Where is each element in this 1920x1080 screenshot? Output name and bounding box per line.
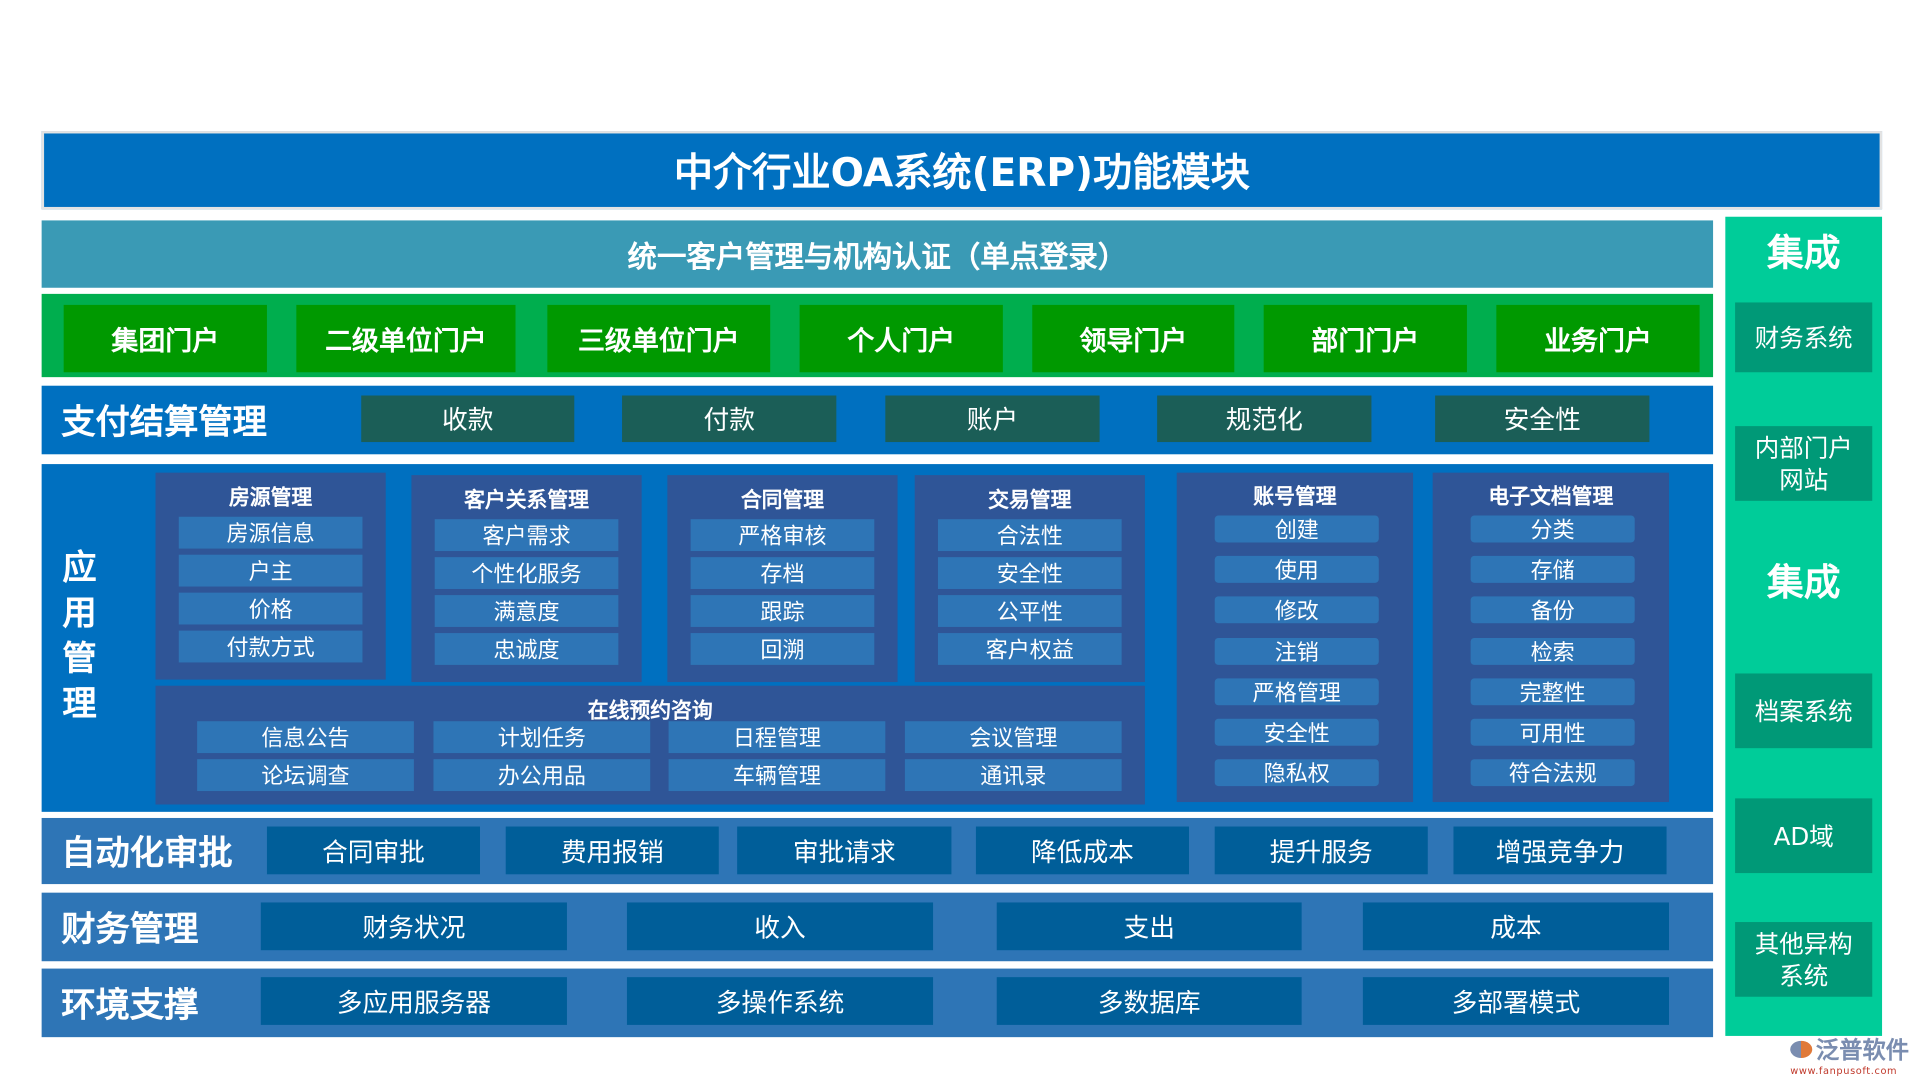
module-item[interactable]: 房源信息 xyxy=(178,516,363,549)
portal-button[interactable]: 二级单位门户 xyxy=(296,304,516,373)
portal-button[interactable]: 集团门户 xyxy=(63,304,267,373)
payment-item[interactable]: 安全性 xyxy=(1435,395,1650,443)
integration-system[interactable]: 档案系统 xyxy=(1735,673,1873,749)
logo-name: 泛普软件 xyxy=(1815,1037,1910,1065)
module-item[interactable]: 公平性 xyxy=(937,595,1122,627)
online-item[interactable]: 会议管理 xyxy=(904,721,1122,754)
portal-button[interactable]: 个人门户 xyxy=(799,304,1003,373)
module-item[interactable]: 严格审核 xyxy=(690,519,875,552)
online-item[interactable]: 车辆管理 xyxy=(668,759,886,792)
payment-label: 支付结算管理 xyxy=(61,401,267,443)
approval-item[interactable]: 费用报销 xyxy=(505,826,719,875)
account-item[interactable]: 隐私权 xyxy=(1214,759,1379,788)
docs-item[interactable]: 存储 xyxy=(1470,556,1635,584)
module-item[interactable]: 回溯 xyxy=(690,633,875,665)
account-item[interactable]: 注销 xyxy=(1214,637,1379,666)
module-title: 客户关系管理 xyxy=(464,487,589,513)
online-item[interactable]: 日程管理 xyxy=(668,721,886,754)
docs-item[interactable]: 完整性 xyxy=(1470,678,1635,706)
portal-button[interactable]: 三级单位门户 xyxy=(547,304,771,373)
sso-bar: 统一客户管理与机构认证（单点登录） xyxy=(41,220,1714,288)
module-item[interactable]: 户主 xyxy=(178,554,363,587)
payment-item[interactable]: 规范化 xyxy=(1157,395,1372,443)
docs-item[interactable]: 分类 xyxy=(1470,515,1635,544)
logo-url: www.fanpusoft.com xyxy=(1790,1065,1898,1077)
module-item[interactable]: 价格 xyxy=(178,592,363,625)
module-item[interactable]: 客户权益 xyxy=(937,633,1122,665)
finance-item[interactable]: 支出 xyxy=(996,902,1302,951)
online-item[interactable]: 信息公告 xyxy=(197,721,414,754)
finance-item[interactable]: 收入 xyxy=(626,902,934,951)
env-item[interactable]: 多数据库 xyxy=(996,977,1302,1025)
env-item[interactable]: 多操作系统 xyxy=(626,977,934,1025)
integration-system[interactable]: 财务系统 xyxy=(1735,302,1873,373)
env-label: 环境支撑 xyxy=(61,984,199,1025)
page-title: 中介行业OA系统(ERP)功能模块 xyxy=(41,131,1883,210)
module-item[interactable]: 忠诚度 xyxy=(434,633,619,665)
env-item[interactable]: 多应用服务器 xyxy=(260,977,567,1025)
module-item[interactable]: 满意度 xyxy=(434,595,619,627)
module-title: 交易管理 xyxy=(988,487,1072,513)
module-item[interactable]: 跟踪 xyxy=(690,595,875,627)
docs-item[interactable]: 符合法规 xyxy=(1470,759,1635,788)
payment-item[interactable]: 账户 xyxy=(885,395,1100,443)
account-item[interactable]: 安全性 xyxy=(1214,718,1379,747)
logo-icon xyxy=(1790,1040,1813,1058)
module-item[interactable]: 安全性 xyxy=(937,557,1122,589)
payment-item[interactable]: 付款 xyxy=(622,395,837,443)
integration-system[interactable]: 其他异构系统 xyxy=(1735,922,1873,997)
online-item[interactable]: 计划任务 xyxy=(433,721,651,754)
docs-item[interactable]: 检索 xyxy=(1470,637,1635,666)
module-item[interactable]: 合法性 xyxy=(937,519,1122,552)
portal-button[interactable]: 部门门户 xyxy=(1263,304,1467,373)
online-title: 在线预约咨询 xyxy=(587,698,713,724)
online-item[interactable]: 论坛调查 xyxy=(197,759,414,792)
integration-system[interactable]: 内部门户网站 xyxy=(1735,426,1873,501)
docs-item[interactable]: 备份 xyxy=(1470,596,1635,625)
docs-item[interactable]: 可用性 xyxy=(1470,718,1635,747)
payment-item[interactable]: 收款 xyxy=(361,395,575,443)
module-title: 合同管理 xyxy=(740,487,825,513)
finance-label: 财务管理 xyxy=(61,908,199,949)
integration-system[interactable]: AD域 xyxy=(1735,798,1873,874)
integration-heading: 集成 xyxy=(1766,232,1841,276)
account-item[interactable]: 使用 xyxy=(1214,556,1379,584)
finance-item[interactable]: 成本 xyxy=(1362,902,1669,951)
approval-item[interactable]: 合同审批 xyxy=(266,826,481,875)
env-item[interactable]: 多部署模式 xyxy=(1362,977,1669,1025)
account-item[interactable]: 修改 xyxy=(1214,596,1379,625)
module-title: 房源管理 xyxy=(228,485,313,511)
module-item[interactable]: 个性化服务 xyxy=(434,557,619,589)
integration-heading: 集成 xyxy=(1766,562,1841,605)
approval-item[interactable]: 增强竞争力 xyxy=(1453,826,1667,875)
online-item[interactable]: 办公用品 xyxy=(433,759,651,792)
logo: 泛普软件 www.fanpusoft.com xyxy=(1790,1032,1917,1077)
finance-item[interactable]: 财务状况 xyxy=(260,902,567,951)
module-item[interactable]: 客户需求 xyxy=(434,519,619,552)
approval-item[interactable]: 提升服务 xyxy=(1214,826,1428,875)
account-title: 账号管理 xyxy=(1253,484,1337,509)
account-item[interactable]: 严格管理 xyxy=(1214,678,1379,706)
account-item[interactable]: 创建 xyxy=(1214,515,1379,544)
docs-title: 电子文档管理 xyxy=(1488,484,1614,509)
module-item[interactable]: 付款方式 xyxy=(178,630,363,663)
approval-item[interactable]: 降低成本 xyxy=(975,826,1189,875)
payment-row xyxy=(41,385,1714,455)
online-item[interactable]: 通讯录 xyxy=(904,759,1122,792)
approval-item[interactable]: 审批请求 xyxy=(737,826,952,875)
approval-label: 自动化审批 xyxy=(61,832,233,874)
portal-button[interactable]: 业务门户 xyxy=(1496,304,1700,373)
portal-button[interactable]: 领导门户 xyxy=(1032,304,1235,373)
app-label: 应用管理 xyxy=(62,547,97,724)
module-item[interactable]: 存档 xyxy=(690,557,875,589)
